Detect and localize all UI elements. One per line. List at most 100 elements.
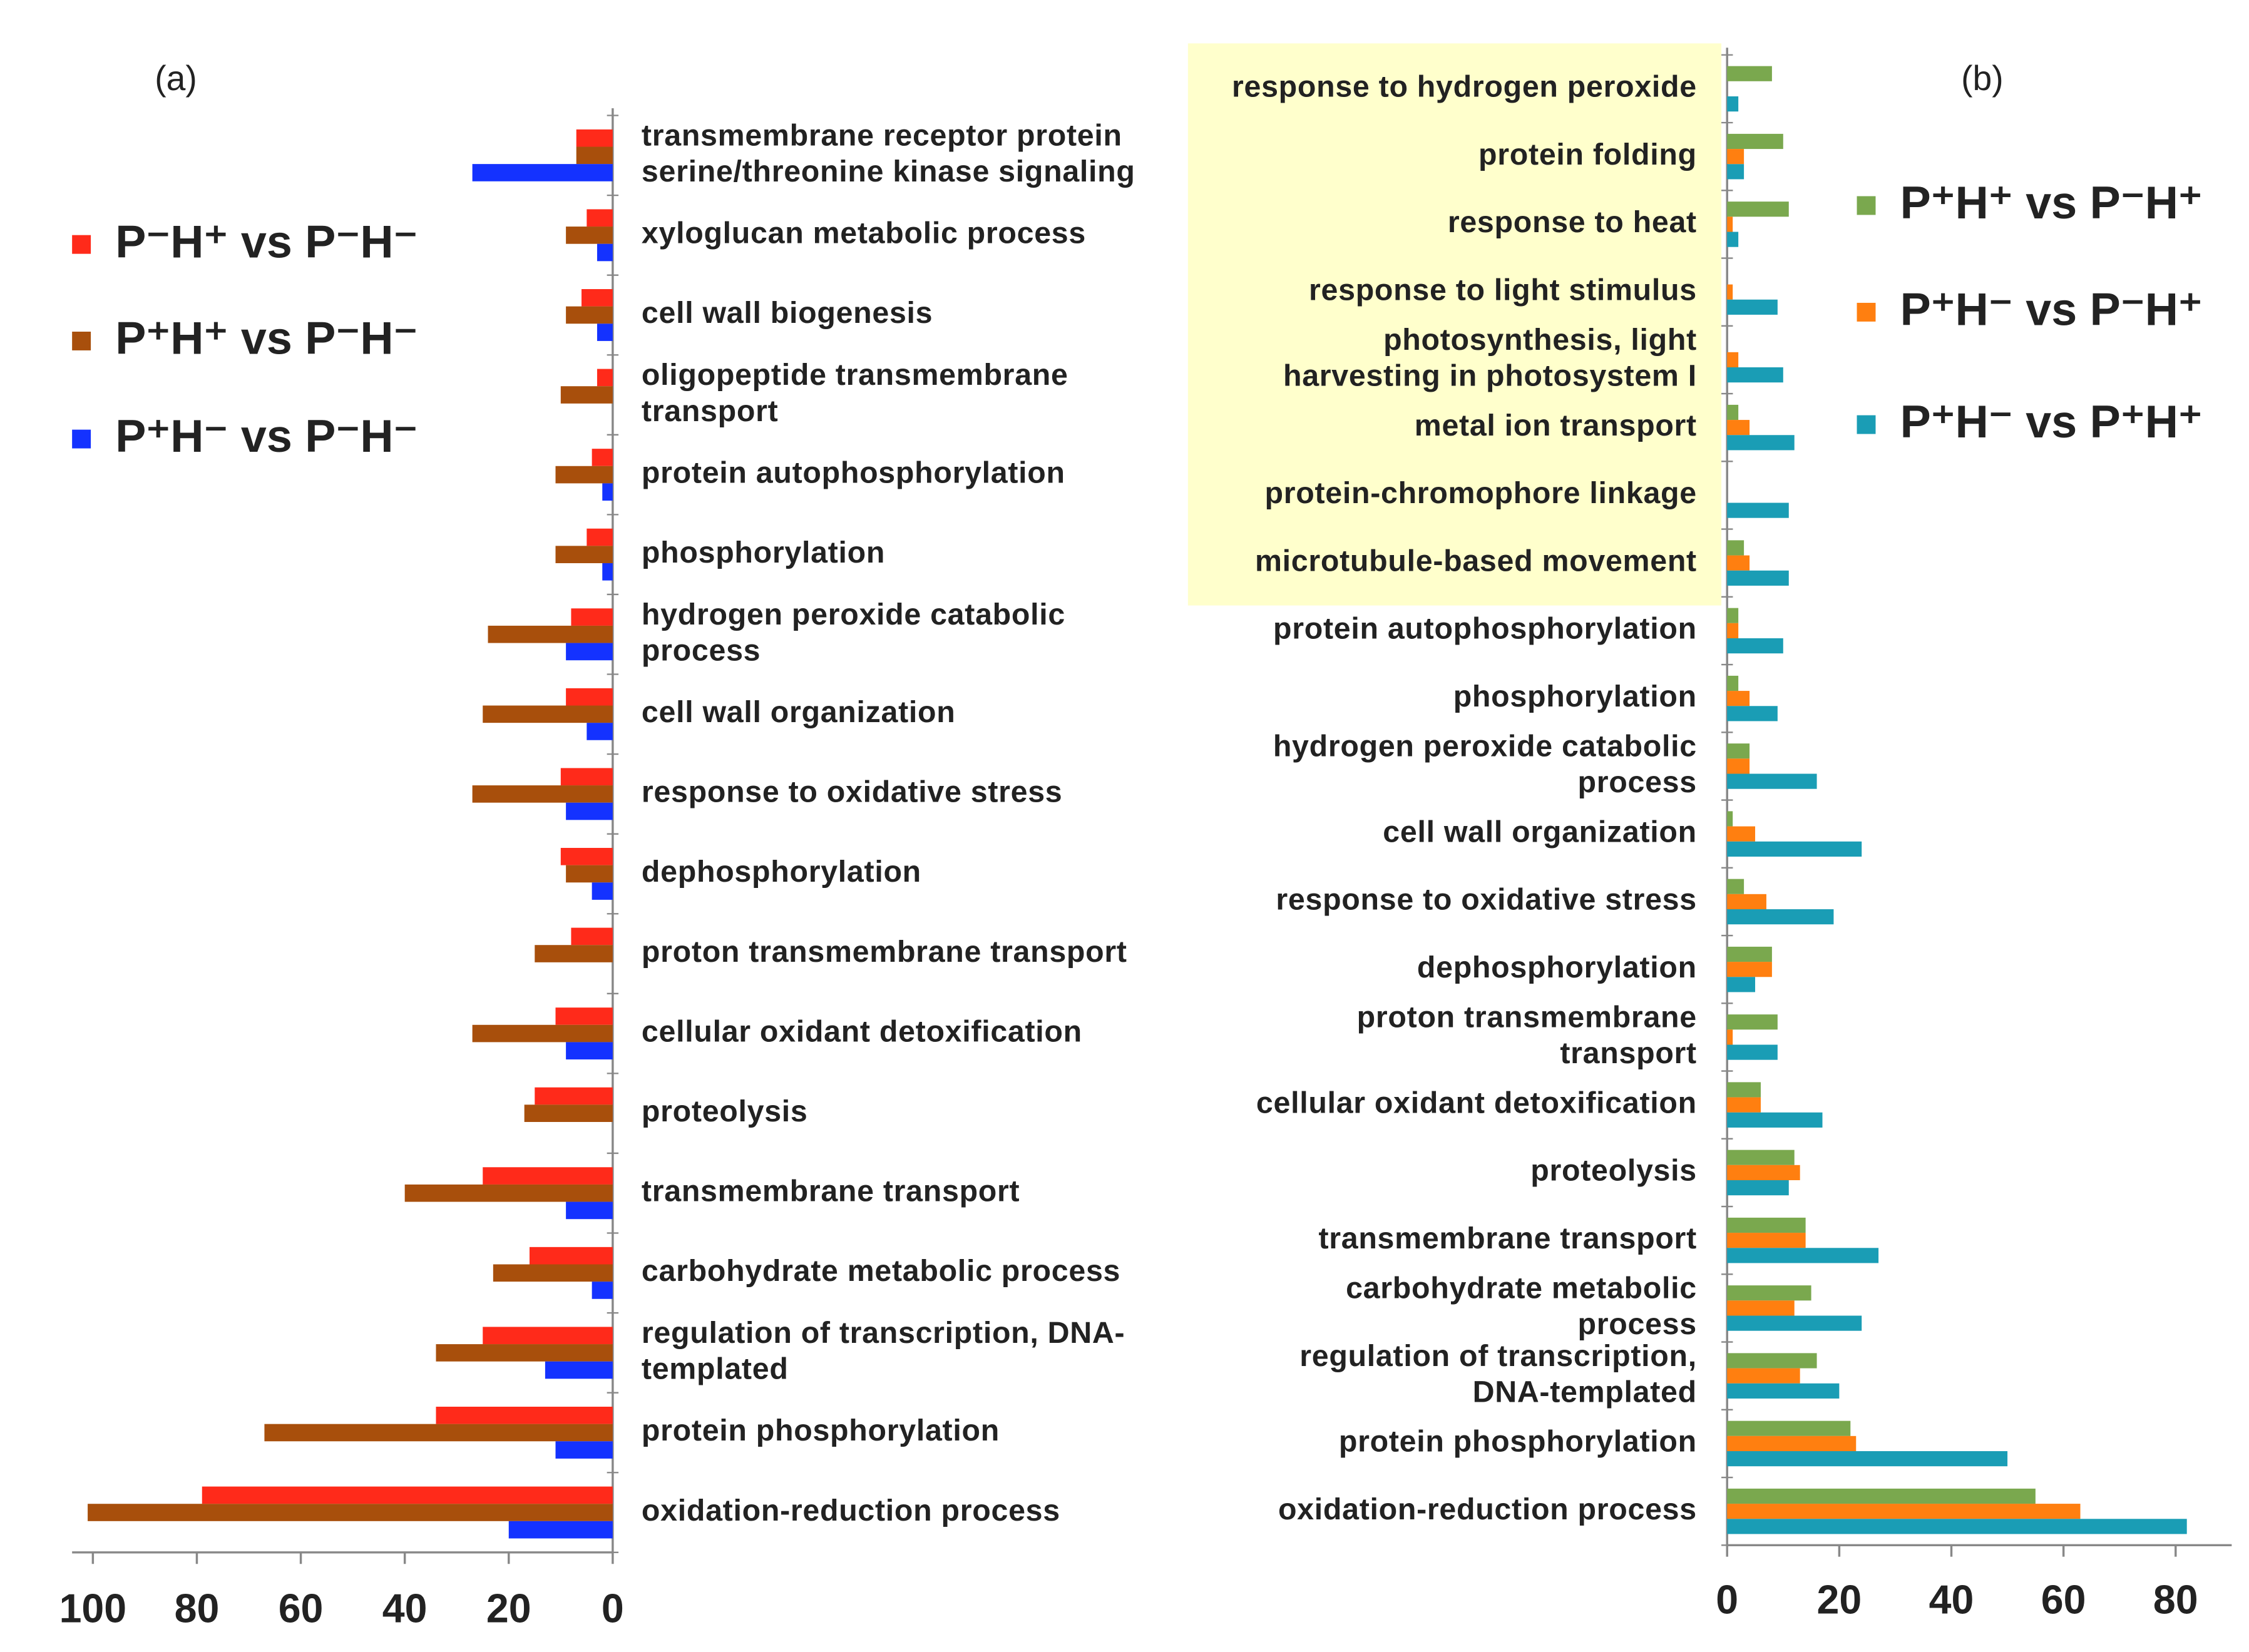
bar (602, 563, 613, 581)
bar (1727, 133, 1783, 150)
x-tick-label: 80 (175, 1586, 220, 1631)
category-label: proteolysis (1530, 1154, 1697, 1188)
bar (581, 288, 613, 307)
bar (483, 1167, 613, 1185)
bar (1727, 1029, 1733, 1045)
bar (1727, 201, 1789, 217)
legend-label: P⁺H⁻ vs P⁺H⁺ (1900, 395, 2203, 447)
category-label: phosphorylation (642, 536, 885, 569)
category-label: protein autophosphorylation (642, 456, 1065, 489)
bar (1727, 758, 1750, 774)
bar (597, 324, 613, 341)
category-label: oxidation-reduction process (642, 1494, 1060, 1527)
bar (1727, 149, 1744, 165)
bar (436, 1344, 613, 1362)
x-tick-label: 20 (1817, 1577, 1862, 1622)
bar (1727, 352, 1739, 368)
bar (529, 1247, 613, 1265)
bar (587, 209, 613, 227)
legend-swatch (72, 332, 91, 350)
category-label: protein-chromophore linkage (1264, 476, 1696, 510)
legend-swatch (72, 429, 91, 449)
category-label: transmembrane transport (1318, 1221, 1696, 1255)
bar (524, 1104, 613, 1122)
category-label: response to oxidative stress (1276, 883, 1696, 917)
bar (472, 164, 613, 181)
bar (1727, 570, 1789, 586)
bar (472, 785, 613, 803)
bar (592, 1282, 613, 1299)
bar (592, 449, 613, 466)
bar (566, 688, 613, 706)
bar (88, 1504, 613, 1521)
legend-label: P⁻H⁺ vs P⁻H⁻ (115, 215, 418, 267)
bar (1727, 1248, 1879, 1263)
bar (1727, 1180, 1789, 1196)
bar (587, 723, 613, 740)
category-label: regulation of transcription, DNA-template… (1299, 1339, 1697, 1409)
category-label: response to light stimulus (1309, 273, 1697, 307)
bar (1727, 675, 1739, 691)
bar (1727, 435, 1795, 451)
category-label: oligopeptide transmembrane transport (642, 358, 1068, 428)
bar (1727, 232, 1739, 247)
x-tick-label: 20 (486, 1586, 531, 1631)
bar (508, 1521, 613, 1539)
bar (535, 1087, 613, 1105)
bar (1727, 1435, 1857, 1452)
bar (1727, 1044, 1778, 1060)
bar (1727, 909, 1834, 925)
bar (555, 1441, 613, 1459)
bar (1727, 826, 1756, 842)
bar (1727, 946, 1772, 962)
bar (1727, 1217, 1806, 1233)
category-label: protein phosphorylation (1339, 1425, 1697, 1459)
x-tick-label: 0 (602, 1586, 624, 1631)
bar (1727, 96, 1739, 112)
category-label: response to oxidative stress (642, 775, 1062, 809)
bar (1727, 841, 1862, 857)
category-label: proton transmembrane transport (642, 935, 1127, 969)
category-label: cell wall biogenesis (642, 296, 933, 330)
bar (592, 882, 613, 900)
bar (1727, 1082, 1761, 1098)
bar (566, 1042, 613, 1060)
bar (1727, 638, 1783, 654)
bar (566, 802, 613, 820)
bar (1727, 1112, 1823, 1128)
bar (560, 768, 613, 786)
legend-swatch (72, 235, 91, 254)
bar (555, 1007, 613, 1025)
bar (1727, 1014, 1778, 1030)
bar (493, 1264, 613, 1282)
category-label: cellular oxidant detoxification (642, 1014, 1082, 1048)
bar (1727, 1488, 2036, 1504)
category-label: microtubule-based movement (1255, 544, 1697, 578)
x-tick-label: 60 (279, 1586, 324, 1631)
category-label: cell wall organization (1383, 815, 1697, 849)
bar (404, 1184, 613, 1202)
category-label: response to heat (1448, 205, 1697, 239)
bar (560, 847, 613, 865)
bar (1727, 894, 1766, 910)
bar (1727, 404, 1739, 421)
bar (1727, 1353, 1817, 1369)
bar (202, 1486, 613, 1504)
category-label: cellular oxidant detoxification (1256, 1086, 1697, 1119)
bar (566, 1201, 613, 1220)
category-label: cell wall organization (642, 695, 956, 729)
x-tick-label: 0 (1716, 1577, 1738, 1622)
bar (1727, 1233, 1806, 1248)
bar (602, 483, 613, 501)
legend-swatch (1857, 415, 1876, 434)
bar (1727, 691, 1750, 706)
category-label: carbohydrate metabolic process (1346, 1271, 1697, 1341)
bar (1727, 773, 1817, 789)
bar (555, 546, 613, 563)
category-label: photosynthesis, light harvesting in photo… (1283, 323, 1697, 393)
bar (264, 1424, 613, 1442)
bar (483, 705, 613, 723)
bar (1727, 623, 1739, 639)
legend-label: P⁺H⁻ vs P⁻H⁻ (115, 410, 418, 462)
